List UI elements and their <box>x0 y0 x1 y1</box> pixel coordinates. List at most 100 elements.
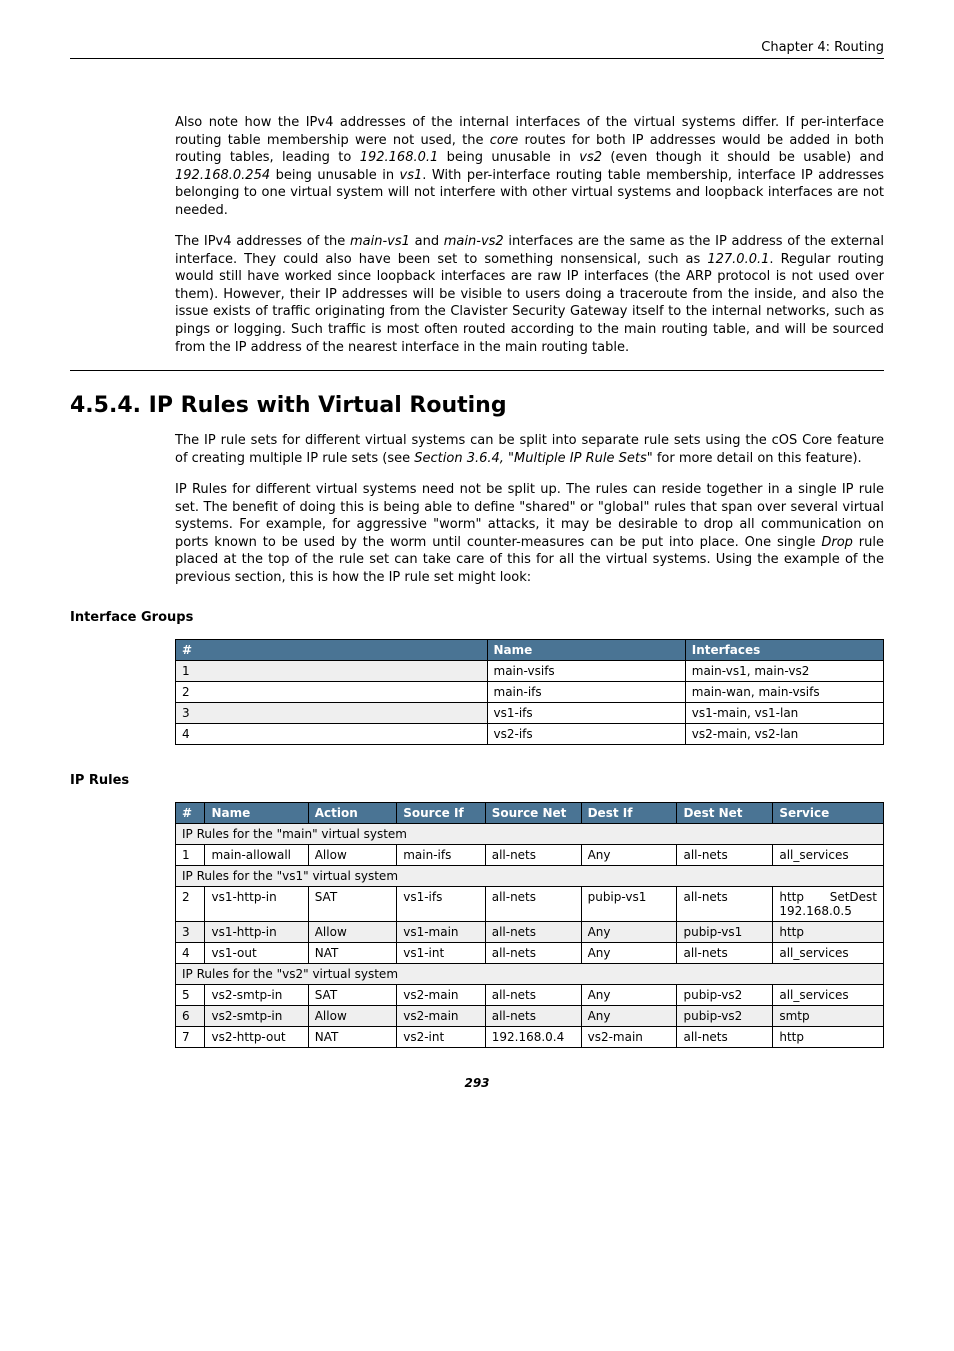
cell: Any <box>581 985 677 1006</box>
table-header-row: # Name Action Source If Source Net Dest … <box>176 803 884 824</box>
cell: all_services <box>773 985 884 1006</box>
cell: smtp <box>773 1006 884 1027</box>
italic-vs1: vs1 <box>400 168 423 183</box>
cell: pubip-vs1 <box>581 887 677 922</box>
cell: SAT <box>308 887 397 922</box>
table-row: 4 vs2-ifs vs2-main, vs2-lan <box>176 724 884 745</box>
cell: vs2-main, vs2-lan <box>685 724 883 745</box>
section-label: IP Rules for the "vs2" virtual system <box>176 964 884 985</box>
text: being unusable in <box>270 168 399 183</box>
cell: vs2-smtp-in <box>205 1006 308 1027</box>
cell: 4 <box>176 943 205 964</box>
section-row: IP Rules for the "main" virtual system <box>176 824 884 845</box>
text: (even though it should be usable) and <box>602 150 884 165</box>
cell: Allow <box>308 922 397 943</box>
cell: 7 <box>176 1027 205 1048</box>
table-row: 4 vs1-out NAT vs1-int all-nets Any all-n… <box>176 943 884 964</box>
subheading-iprules: IP Rules <box>70 773 884 788</box>
cell: Allow <box>308 1006 397 1027</box>
page-number: 293 <box>70 1076 884 1090</box>
section-label: IP Rules for the "vs1" virtual system <box>176 866 884 887</box>
cell: 3 <box>176 703 488 724</box>
section-title: 4.5.4. IP Rules with Virtual Routing <box>70 393 884 418</box>
cell: all-nets <box>485 1006 581 1027</box>
table-row: 2 vs1-http-in SAT vs1-ifs all-nets pubip… <box>176 887 884 922</box>
cell: vs1-main <box>397 922 486 943</box>
col-ifaces: Interfaces <box>685 640 883 661</box>
cell: all-nets <box>485 985 581 1006</box>
col-num: # <box>176 803 205 824</box>
col-action: Action <box>308 803 397 824</box>
cell: main-vs1, main-vs2 <box>685 661 883 682</box>
cell: vs2-main <box>581 1027 677 1048</box>
cell: http <box>773 922 884 943</box>
cell: all-nets <box>677 887 773 922</box>
cell: http SetDest 192.168.0.5 <box>773 887 884 922</box>
text: for more detail on this feature). <box>653 451 862 466</box>
cell: vs2-main <box>397 985 486 1006</box>
col-snet: Source Net <box>485 803 581 824</box>
paragraph-2: The IPv4 addresses of the main-vs1 and m… <box>175 233 884 356</box>
cell: all-nets <box>677 1027 773 1048</box>
col-name: Name <box>205 803 308 824</box>
table-row: 7 vs2-http-out NAT vs2-int 192.168.0.4 v… <box>176 1027 884 1048</box>
italic-vs2: vs2 <box>579 150 602 165</box>
cell: vs2-smtp-in <box>205 985 308 1006</box>
cell: vs2-int <box>397 1027 486 1048</box>
ip-rules-table: # Name Action Source If Source Net Dest … <box>175 802 884 1048</box>
cell: vs1-out <box>205 943 308 964</box>
cell: all-nets <box>677 943 773 964</box>
col-svc: Service <box>773 803 884 824</box>
italic-ip: 192.168.0.1 <box>360 150 439 165</box>
section-divider <box>70 370 884 371</box>
cell: main-vsifs <box>487 661 685 682</box>
cell: pubip-vs2 <box>677 985 773 1006</box>
section-row: IP Rules for the "vs2" virtual system <box>176 964 884 985</box>
col-dif: Dest If <box>581 803 677 824</box>
cell: all_services <box>773 943 884 964</box>
cell: vs2-main <box>397 1006 486 1027</box>
cell: all_services <box>773 845 884 866</box>
table-row: 3 vs1-ifs vs1-main, vs1-lan <box>176 703 884 724</box>
section-label: IP Rules for the "main" virtual system <box>176 824 884 845</box>
text: . Regular routing would still have worke… <box>175 252 884 355</box>
cell: vs2-http-out <box>205 1027 308 1048</box>
cell: 2 <box>176 682 488 703</box>
interface-groups-table: # Name Interfaces 1 main-vsifs main-vs1,… <box>175 639 884 745</box>
cell: 6 <box>176 1006 205 1027</box>
cell: all-nets <box>485 887 581 922</box>
text: and <box>410 234 444 249</box>
table-row: 1 main-allowall Allow main-ifs all-nets … <box>176 845 884 866</box>
cell: Any <box>581 943 677 964</box>
cell: vs1-ifs <box>487 703 685 724</box>
cell: Any <box>581 845 677 866</box>
text: The IPv4 addresses of the <box>175 234 350 249</box>
table-row: 5 vs2-smtp-in SAT vs2-main all-nets Any … <box>176 985 884 1006</box>
cell: NAT <box>308 943 397 964</box>
cell: vs2-ifs <box>487 724 685 745</box>
col-name: Name <box>487 640 685 661</box>
italic-core: core <box>490 133 518 148</box>
table-row: 2 main-ifs main-wan, main-vsifs <box>176 682 884 703</box>
italic-mainvs2: main-vs2 <box>444 234 504 249</box>
cell: 192.168.0.4 <box>485 1027 581 1048</box>
cell: 5 <box>176 985 205 1006</box>
cross-ref: Section 3.6.4, "Multiple IP Rule Sets" <box>414 451 652 466</box>
cell: 4 <box>176 724 488 745</box>
cell: all-nets <box>485 943 581 964</box>
cell: main-ifs <box>487 682 685 703</box>
cell: main-allowall <box>205 845 308 866</box>
subheading-ifgroups: Interface Groups <box>70 610 884 625</box>
italic-ip: 192.168.0.254 <box>175 168 270 183</box>
cell: http <box>773 1027 884 1048</box>
chapter-header: Chapter 4: Routing <box>70 40 884 59</box>
cell: 3 <box>176 922 205 943</box>
text: being unusable in <box>438 150 579 165</box>
italic-mainvs1: main-vs1 <box>350 234 410 249</box>
table-header-row: # Name Interfaces <box>176 640 884 661</box>
table-row: 3 vs1-http-in Allow vs1-main all-nets An… <box>176 922 884 943</box>
cell: NAT <box>308 1027 397 1048</box>
col-dnet: Dest Net <box>677 803 773 824</box>
italic-ip: 127.0.0.1 <box>707 252 769 267</box>
paragraph-4: IP Rules for different virtual systems n… <box>175 481 884 586</box>
